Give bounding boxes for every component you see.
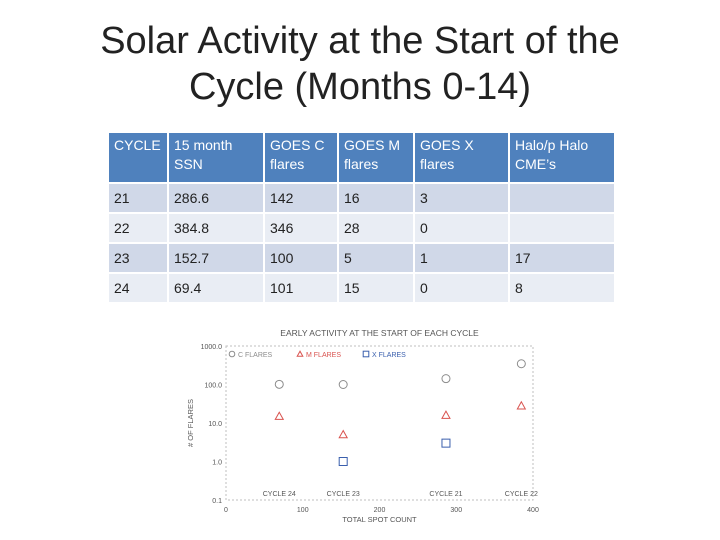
table-cell: 28 <box>338 213 415 244</box>
table-cell: 17 <box>509 243 616 274</box>
x-tick-label: 200 <box>374 507 386 514</box>
plot-frame <box>225 345 534 501</box>
table-cell: 16 <box>338 183 415 214</box>
x-axis-label: TOTAL SPOT COUNT <box>342 515 417 524</box>
table-cell: 101 <box>264 273 339 304</box>
cycle-annotation: CYCLE 21 <box>429 491 462 498</box>
table-cell: 24 <box>109 273 169 304</box>
cycle-annotation: CYCLE 23 <box>327 491 360 498</box>
y-tick-label: 1000.0 <box>201 344 223 351</box>
table-cell: 5 <box>338 243 415 274</box>
data-point <box>274 411 285 420</box>
table-cell: 142 <box>264 183 339 214</box>
table-row: 22 384.8 346 28 0 <box>109 213 616 244</box>
legend-marker <box>228 350 236 358</box>
header-halo-cme: Halo/p Halo CME’s <box>509 133 616 184</box>
table-cell: 384.8 <box>168 213 265 244</box>
y-tick-label: 1.0 <box>212 460 222 467</box>
flares-scatter-chart: EARLY ACTIVITY AT THE START OF EACH CYCL… <box>186 328 539 524</box>
data-point <box>516 359 526 369</box>
table-row: 24 69.4 101 15 0 8 <box>109 273 616 304</box>
legend-marker <box>296 350 304 357</box>
y-tick-label: 0.1 <box>212 498 222 505</box>
table-cell: 152.7 <box>168 243 265 274</box>
table-cell: 286.6 <box>168 183 265 214</box>
table-cell <box>509 213 616 244</box>
legend-marker <box>362 350 370 358</box>
table-cell: 3 <box>414 183 510 214</box>
data-point <box>338 380 348 389</box>
slide-title-line-2: Cycle (Months 0-14) <box>188 66 532 108</box>
legend-label: M FLARES <box>306 352 341 359</box>
x-tick-label: 400 <box>527 507 539 514</box>
data-point <box>441 410 451 419</box>
x-tick-label: 100 <box>297 507 309 514</box>
table-cell: 100 <box>264 243 339 274</box>
table-cell <box>509 183 616 214</box>
table-row: 23 152.7 100 5 1 17 <box>109 243 616 274</box>
data-point <box>516 400 527 410</box>
header-cycle: CYCLE <box>109 133 169 184</box>
slide-title-line-1: Solar Activity at the Start of the <box>100 20 620 62</box>
table-cell: 23 <box>109 243 169 274</box>
table-row: 21 286.6 142 16 3 <box>109 183 616 214</box>
table-cell: 69.4 <box>168 273 265 304</box>
y-axis-label: # OF FLARES <box>186 399 195 447</box>
slide-title: Solar Activity at the Start of the Cycle… <box>0 18 720 110</box>
x-tick-label: 300 <box>450 507 462 514</box>
table-cell: 15 <box>338 273 415 304</box>
legend-label: C FLARES <box>238 352 273 359</box>
table-cell: 21 <box>109 183 169 214</box>
table-cell: 346 <box>264 213 339 244</box>
cycle-annotation: CYCLE 24 <box>263 491 296 498</box>
header-ssn: 15 month SSN <box>168 133 265 184</box>
table-cell: 0 <box>414 273 510 304</box>
table-cell: 0 <box>414 213 510 244</box>
y-tick-label: 10.0 <box>208 421 222 428</box>
data-point <box>274 379 284 389</box>
data-point <box>441 438 451 448</box>
x-tick-label: 0 <box>224 507 228 514</box>
data-point <box>338 429 349 439</box>
cycle-annotation: CYCLE 22 <box>505 491 538 498</box>
table-cell: 1 <box>414 243 510 274</box>
table-cell: 22 <box>109 213 169 244</box>
table-cell: 8 <box>509 273 616 304</box>
legend-label: X FLARES <box>372 352 406 359</box>
y-tick-label: 100.0 <box>204 383 222 390</box>
chart-title: EARLY ACTIVITY AT THE START OF EACH CYCL… <box>280 328 479 338</box>
data-point <box>338 457 348 466</box>
data-point <box>441 374 451 384</box>
